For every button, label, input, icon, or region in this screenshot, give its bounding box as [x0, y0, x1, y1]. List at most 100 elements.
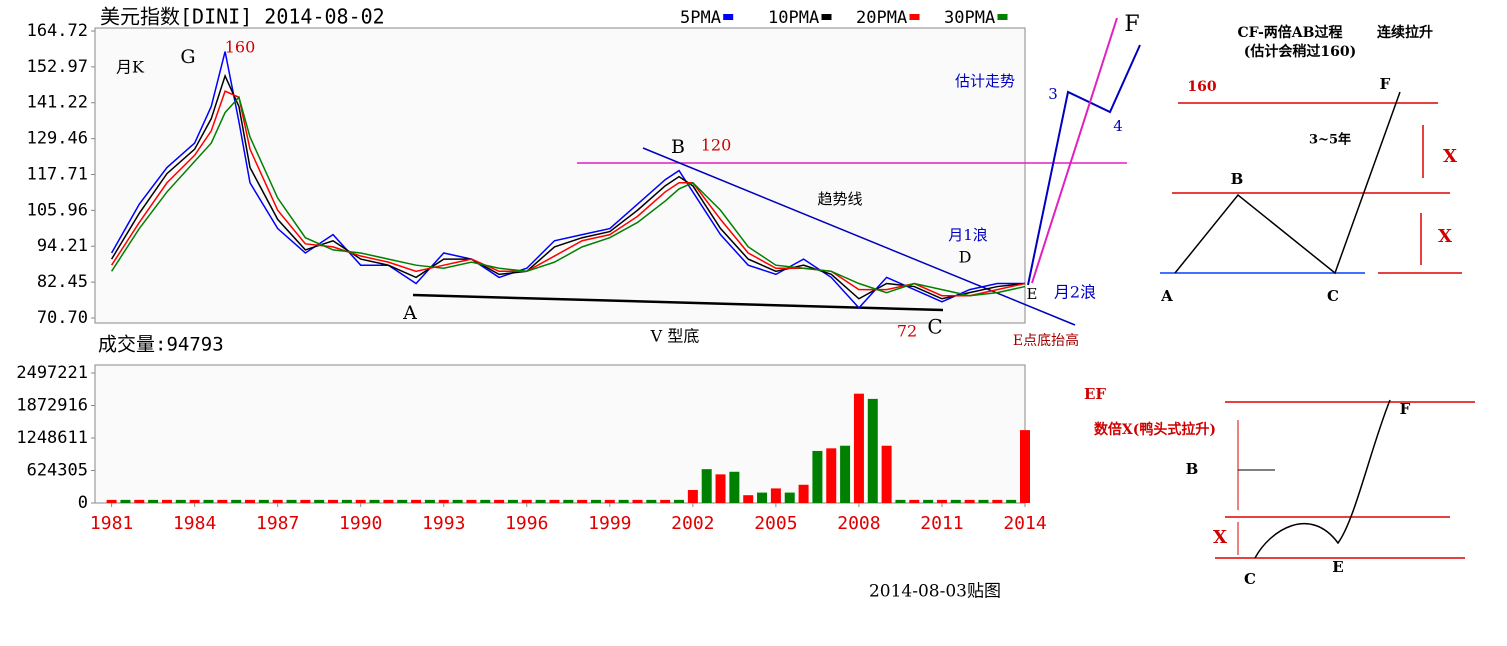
- y-tick-label: 2497221: [16, 363, 88, 383]
- volume-bar: [245, 499, 255, 503]
- y-tick-label: 70.70: [37, 308, 88, 328]
- annotation: 160: [225, 38, 256, 57]
- y-tick-label: 82.45: [37, 272, 88, 292]
- legend-label: 30PMA: [944, 8, 995, 28]
- legend-label: 5PMA: [680, 8, 721, 28]
- volume-bar: [660, 499, 671, 503]
- volume-bar: [1006, 499, 1017, 503]
- y-tick-label: 129.46: [27, 129, 88, 149]
- x-tick-label: 1993: [422, 513, 465, 534]
- volume-bar: [466, 499, 477, 503]
- diagram-label: B: [1186, 460, 1199, 478]
- volume-bar: [687, 489, 698, 503]
- y-tick-label: 0: [78, 493, 88, 513]
- volume-bar: [729, 471, 740, 503]
- volume-bar: [840, 445, 851, 503]
- annotation: C: [927, 315, 942, 339]
- diagram-label: X: [1213, 527, 1227, 548]
- diagram-path: [1174, 91, 1401, 275]
- annotation: F: [1124, 12, 1139, 37]
- diagram-label: E: [1332, 558, 1343, 576]
- volume-bar: [1020, 430, 1030, 503]
- x-tick-label: 1981: [90, 513, 133, 534]
- volume-bar: [161, 499, 172, 503]
- x-tick-label: 2014: [1003, 513, 1046, 534]
- y-tick-label: 164.72: [27, 21, 88, 41]
- legend-swatch: [909, 14, 920, 20]
- x-tick-label: 1990: [339, 513, 382, 534]
- volume-bar: [203, 499, 214, 503]
- chart-title: 美元指数[DINI] 2014-08-02: [100, 5, 385, 29]
- diagram-label: (估计会稍过160): [1244, 43, 1356, 60]
- volume-bar: [507, 499, 518, 503]
- annotation: 月K: [116, 58, 145, 77]
- volume-bar: [521, 499, 532, 503]
- diagram-label: X: [1443, 146, 1457, 167]
- volume-bar: [867, 398, 878, 503]
- annotation: V 型底: [650, 327, 700, 346]
- volume-bar: [701, 469, 712, 503]
- annotation: B: [671, 136, 685, 158]
- annotation: E点底抬高: [1013, 332, 1079, 349]
- volume-bar: [784, 492, 795, 503]
- diagram-label: 数倍X(鸭头式拉升): [1094, 421, 1216, 438]
- volume-bar: [881, 445, 892, 503]
- diagram-path: [1254, 399, 1391, 559]
- volume-bar: [770, 488, 781, 503]
- volume-bar: [743, 495, 754, 503]
- y-tick-label: 152.97: [27, 57, 88, 77]
- annotation: D: [959, 248, 972, 267]
- diagram-label: 160: [1187, 79, 1216, 95]
- volume-bar: [175, 499, 186, 503]
- volume-bar: [314, 499, 325, 503]
- annotation: 72: [897, 322, 917, 341]
- volume-bar: [148, 499, 159, 503]
- volume-bar: [341, 499, 352, 503]
- annotation: 月1浪: [948, 226, 988, 244]
- annotation: 3: [1048, 85, 1058, 103]
- y-tick-label: 117.71: [27, 165, 88, 185]
- volume-bar: [674, 499, 685, 503]
- volume-bar: [563, 499, 574, 503]
- volume-bar: [798, 484, 809, 503]
- x-tick-label: 1996: [505, 513, 548, 534]
- volume-bar: [590, 499, 601, 503]
- diagram-label: B: [1231, 170, 1244, 188]
- x-tick-label: 2011: [920, 513, 963, 534]
- volume-bar: [535, 499, 546, 503]
- ma-line: [110, 51, 1025, 310]
- diagram-label: 3~5年: [1309, 132, 1351, 148]
- diagram-label: F: [1380, 75, 1391, 93]
- annotation: 月2浪: [1054, 283, 1096, 302]
- volume-bar: [286, 499, 297, 503]
- volume-bar: [604, 499, 615, 503]
- volume-bar: [549, 499, 560, 503]
- diagram-label: X: [1438, 226, 1452, 247]
- volume-bar: [355, 499, 366, 503]
- annotation: 4: [1113, 117, 1123, 135]
- volume-bar: [992, 499, 1003, 503]
- diagram-label: CF-两倍AB过程: [1238, 24, 1343, 41]
- ma-line: [110, 73, 1026, 300]
- volume-bar: [134, 499, 145, 503]
- volume-bar: [411, 499, 422, 503]
- volume-bar: [452, 499, 463, 503]
- volume-bar: [397, 499, 408, 503]
- volume-bar: [300, 499, 311, 503]
- legend-label: 10PMA: [768, 8, 819, 28]
- volume-bar: [936, 499, 947, 503]
- volume-bar: [812, 450, 823, 503]
- ma-line: [110, 95, 1026, 297]
- volume-bar: [231, 499, 242, 503]
- volume-bar: [120, 499, 131, 503]
- volume-bar: [618, 499, 629, 503]
- price-frame: [94, 27, 1026, 324]
- volume-bar: [923, 499, 934, 503]
- volume-bar: [826, 448, 837, 503]
- x-tick-label: 2002: [671, 513, 714, 534]
- x-tick-label: 1984: [173, 513, 216, 534]
- x-tick-label: 1999: [588, 513, 631, 534]
- annotation: 趋势线: [817, 190, 862, 208]
- volume-bar: [383, 499, 394, 503]
- volume-bar: [909, 499, 920, 503]
